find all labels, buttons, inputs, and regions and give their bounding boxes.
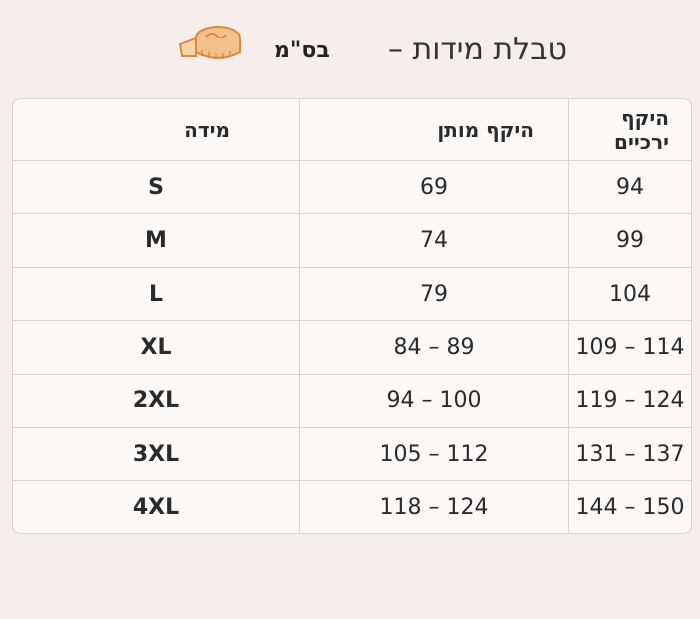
waist-cell: 84 – 89 (300, 321, 569, 375)
waist-cell: 69 (300, 161, 569, 215)
size-cell: 2XL (13, 374, 300, 429)
table-row: M 74 99 (13, 214, 691, 268)
header-waist: היקף מותן (300, 99, 569, 161)
header-hips: היקף ירכיים (569, 99, 691, 161)
waist-cell: 94 – 100 (300, 374, 569, 429)
hips-cell: 94 (569, 161, 691, 215)
waist-cell: 79 (300, 267, 569, 322)
header-size: מידה (13, 99, 300, 161)
table-header-row: מידה היקף מותן היקף ירכיים (13, 99, 691, 161)
size-chart-table: מידה היקף מותן היקף ירכיים S 69 94 M 74 99 L 79… (12, 98, 692, 534)
size-cell: L (13, 267, 300, 322)
table-row: L 79 104 (13, 267, 691, 322)
hips-cell: 119 – 124 (569, 375, 691, 429)
waist-cell: 118 – 124 (300, 481, 569, 533)
unit-label: בס"מ (274, 38, 330, 63)
table-row: S 69 94 (13, 161, 691, 215)
waist-cell: 74 (300, 214, 569, 268)
page-title: טבלת מידות – (388, 32, 567, 67)
size-cell: 4XL (13, 481, 300, 533)
hips-cell: 144 – 150 (575, 494, 685, 520)
size-cell: 3XL (13, 428, 300, 482)
size-cell: XL (13, 321, 300, 375)
measuring-tape-icon (178, 26, 241, 59)
table-row: 4XL 118 – 124 144 – 150 (13, 481, 691, 533)
hips-cell: 104 (569, 268, 691, 322)
size-cell: M (13, 214, 300, 268)
hips-cell: 109 – 114 (569, 321, 691, 375)
table-row: 2XL 94 – 100 119 – 124 (13, 374, 691, 429)
header: בס"מ טבלת מידות – (0, 26, 700, 78)
waist-cell: 105 – 112 (300, 428, 569, 482)
table-row: 3XL 105 – 112 131 – 137 (13, 428, 691, 482)
table-row: XL 84 – 89 109 – 114 (13, 321, 691, 375)
hips-cell: 99 (569, 214, 691, 268)
size-cell: S (13, 161, 300, 215)
hips-cell: 131 – 137 (569, 428, 691, 482)
